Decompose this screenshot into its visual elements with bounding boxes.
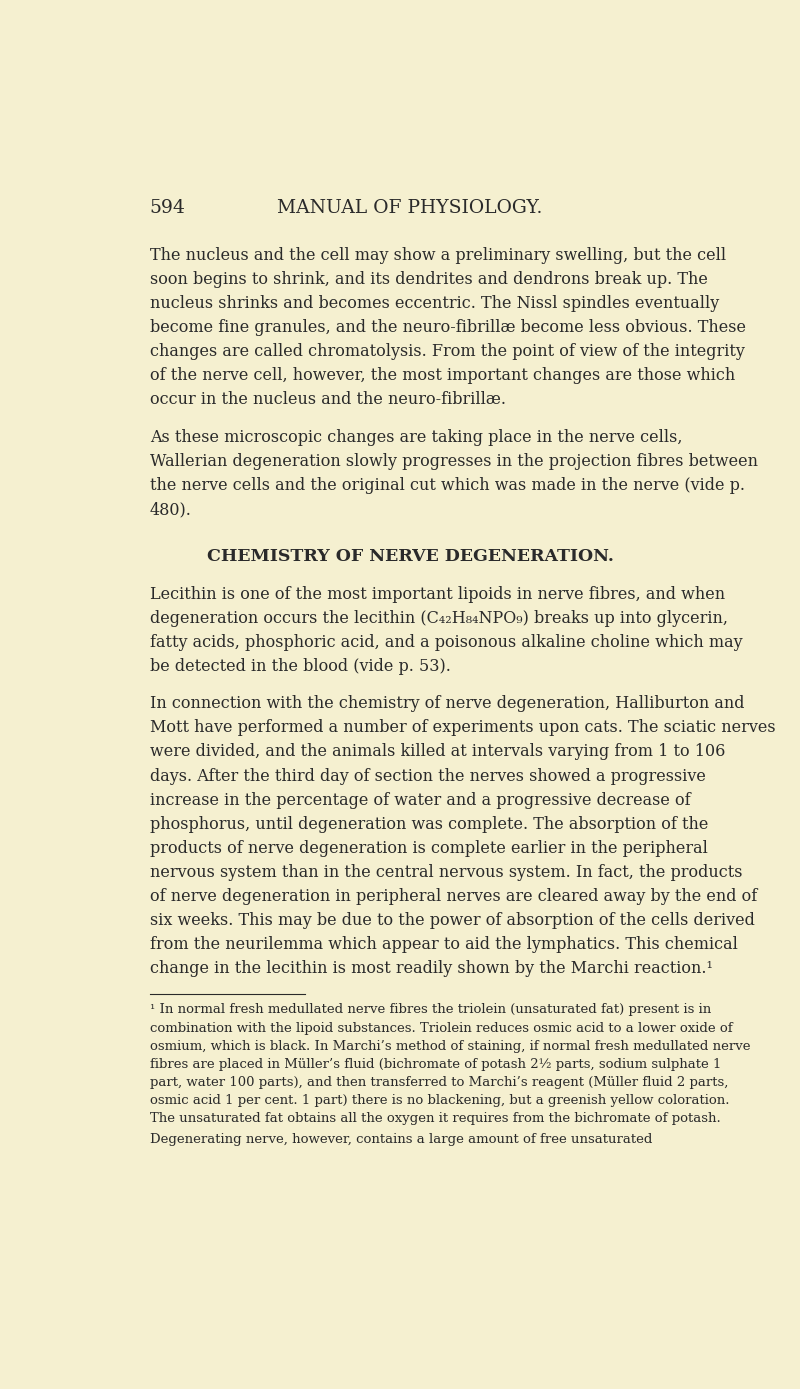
Text: Mott have performed a number of experiments upon cats. The sciatic nerves: Mott have performed a number of experime… (150, 720, 775, 736)
Text: the nerve cells and the original cut which was made in the nerve (vide p.: the nerve cells and the original cut whi… (150, 476, 745, 494)
Text: osmium, which is black. In Marchi’s method of staining, if normal fresh medullat: osmium, which is black. In Marchi’s meth… (150, 1040, 750, 1053)
Text: 480).: 480). (150, 501, 191, 518)
Text: six weeks. This may be due to the power of absorption of the cells derived: six weeks. This may be due to the power … (150, 913, 754, 929)
Text: fibres are placed in Müller’s fluid (bichromate of potash 2½ parts, sodium sulph: fibres are placed in Müller’s fluid (bic… (150, 1058, 721, 1071)
Text: The unsaturated fat obtains all the oxygen it requires from the bichromate of po: The unsaturated fat obtains all the oxyg… (150, 1113, 720, 1125)
Text: Wallerian degeneration slowly progresses in the projection fibres between: Wallerian degeneration slowly progresses… (150, 453, 758, 469)
Text: from the neurilemma which appear to aid the lymphatics. This chemical: from the neurilemma which appear to aid … (150, 936, 738, 953)
Text: The nucleus and the cell may show a preliminary swelling, but the cell: The nucleus and the cell may show a prel… (150, 247, 726, 264)
Text: In connection with the chemistry of nerve degeneration, Halliburton and: In connection with the chemistry of nerv… (150, 696, 744, 713)
Text: change in the lecithin is most readily shown by the Marchi reaction.¹: change in the lecithin is most readily s… (150, 960, 713, 976)
Text: become fine granules, and the neuro-fibrillæ become less obvious. These: become fine granules, and the neuro-fibr… (150, 319, 746, 336)
Text: CHEMISTRY OF NERVE DEGENERATION.: CHEMISTRY OF NERVE DEGENERATION. (206, 549, 614, 565)
Text: osmic acid 1 per cent. 1 part) there is no blackening, but a greenish yellow col: osmic acid 1 per cent. 1 part) there is … (150, 1095, 729, 1107)
Text: part, water 100 parts), and then transferred to Marchi’s reagent (Müller fluid 2: part, water 100 parts), and then transfe… (150, 1076, 728, 1089)
Text: As these microscopic changes are taking place in the nerve cells,: As these microscopic changes are taking … (150, 429, 682, 446)
Text: changes are called chromatolysis. From the point of view of the integrity: changes are called chromatolysis. From t… (150, 343, 745, 360)
Text: Lecithin is one of the most important lipoids in nerve fibres, and when: Lecithin is one of the most important li… (150, 586, 725, 603)
Text: 594: 594 (150, 199, 186, 217)
Text: products of nerve degeneration is complete earlier in the peripheral: products of nerve degeneration is comple… (150, 840, 707, 857)
Text: nucleus shrinks and becomes eccentric. The Nissl spindles eventually: nucleus shrinks and becomes eccentric. T… (150, 294, 719, 313)
Text: nervous system than in the central nervous system. In fact, the products: nervous system than in the central nervo… (150, 864, 742, 881)
Text: of the nerve cell, however, the most important changes are those which: of the nerve cell, however, the most imp… (150, 367, 735, 385)
Text: of nerve degeneration in peripheral nerves are cleared away by the end of: of nerve degeneration in peripheral nerv… (150, 888, 757, 904)
Text: ¹ In normal fresh medullated nerve fibres the triolein (unsaturated fat) present: ¹ In normal fresh medullated nerve fibre… (150, 1003, 711, 1017)
Text: phosphorus, until degeneration was complete. The absorption of the: phosphorus, until degeneration was compl… (150, 815, 708, 832)
Text: days. After the third day of section the nerves showed a progressive: days. After the third day of section the… (150, 768, 706, 785)
Text: be detected in the blood (vide p. 53).: be detected in the blood (vide p. 53). (150, 658, 450, 675)
Text: fatty acids, phosphoric acid, and a poisonous alkaline choline which may: fatty acids, phosphoric acid, and a pois… (150, 633, 742, 650)
Text: soon begins to shrink, and its dendrites and dendrons break up. The: soon begins to shrink, and its dendrites… (150, 271, 707, 288)
Text: Degenerating nerve, however, contains a large amount of free unsaturated: Degenerating nerve, however, contains a … (150, 1132, 652, 1146)
Text: increase in the percentage of water and a progressive decrease of: increase in the percentage of water and … (150, 792, 690, 808)
Text: occur in the nucleus and the neuro-fibrillæ.: occur in the nucleus and the neuro-fibri… (150, 392, 506, 408)
Text: were divided, and the animals killed at intervals varying from 1 to 106: were divided, and the animals killed at … (150, 743, 725, 761)
Text: degeneration occurs the lecithin (C₄₂H₈₄NPO₉) breaks up into glycerin,: degeneration occurs the lecithin (C₄₂H₈₄… (150, 610, 728, 626)
Text: MANUAL OF PHYSIOLOGY.: MANUAL OF PHYSIOLOGY. (278, 199, 542, 217)
Text: combination with the lipoid substances. Triolein reduces osmic acid to a lower o: combination with the lipoid substances. … (150, 1021, 732, 1035)
